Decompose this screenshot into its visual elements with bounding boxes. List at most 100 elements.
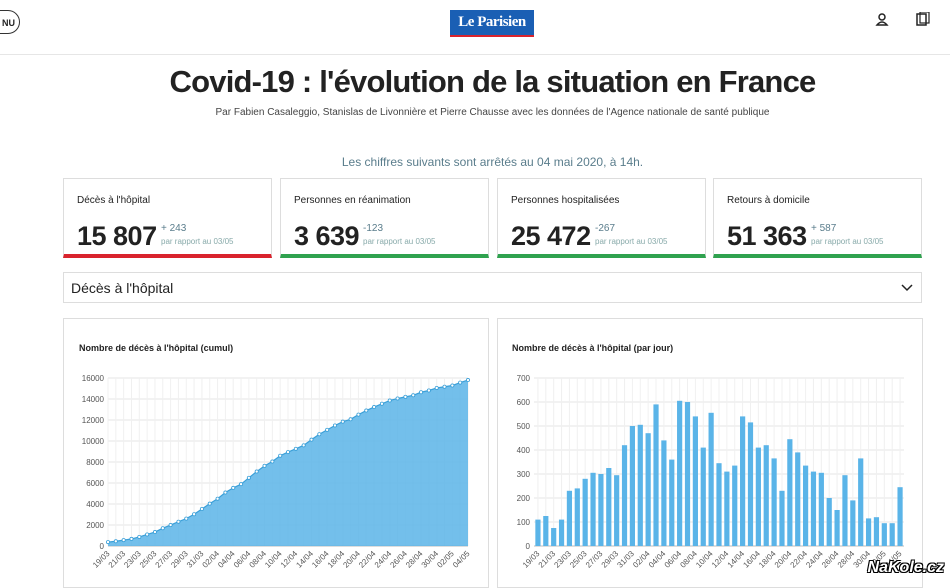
point: [325, 427, 330, 432]
card-delta: + 243: [161, 223, 187, 234]
bar: [858, 458, 864, 546]
bar: [865, 518, 872, 546]
point: [411, 393, 416, 398]
bar: [771, 458, 777, 546]
bar: [810, 471, 817, 546]
point: [395, 396, 400, 401]
bar: [590, 472, 596, 546]
stat-card: Retours à domicile 51 363 + 587 par rapp…: [713, 178, 922, 258]
bar: [543, 516, 549, 546]
bar: [732, 465, 738, 546]
point: [434, 385, 439, 390]
y-tick-label: 10000: [82, 437, 105, 446]
top-bar: NU Le Parisien: [0, 0, 950, 55]
bar: [535, 519, 541, 546]
point: [129, 536, 134, 541]
bar: [598, 474, 604, 546]
bar: [677, 400, 683, 546]
y-tick-label: 14000: [82, 395, 105, 404]
point: [403, 394, 408, 399]
dropdown-label: Décès à l'hôpital: [71, 280, 174, 296]
bar: [645, 433, 651, 546]
y-tick-label: 300: [517, 470, 531, 479]
point: [152, 530, 157, 535]
point: [356, 412, 361, 417]
point: [285, 450, 290, 455]
bar: [669, 459, 675, 546]
bar: [763, 445, 769, 546]
page-title: Covid-19 : l'évolution de la situation e…: [169, 64, 817, 99]
card-note: par rapport au 03/05: [161, 237, 234, 246]
point: [168, 523, 173, 528]
bar: [834, 510, 840, 546]
y-tick-label: 0: [100, 542, 105, 551]
point: [262, 463, 267, 468]
point: [332, 423, 337, 428]
y-tick-label: 6000: [86, 479, 104, 488]
point: [458, 380, 463, 385]
point: [450, 383, 455, 388]
point: [309, 437, 314, 442]
bar: [802, 465, 809, 546]
stat-card: Décès à l'hôpital 15 807 + 243 par rappo…: [63, 178, 272, 258]
y-tick-label: 100: [517, 518, 531, 527]
bar: [779, 490, 785, 546]
point: [372, 405, 377, 410]
bar: [881, 523, 887, 546]
bar: [692, 416, 698, 546]
bar: [661, 440, 667, 546]
point: [137, 534, 142, 539]
point: [348, 417, 353, 422]
x-tick-label: 04/05: [451, 549, 472, 570]
bar: [818, 472, 824, 546]
bar: [842, 475, 848, 546]
dropdown[interactable]: Décès à l'hôpital: [63, 272, 922, 303]
bar: [795, 452, 801, 546]
area: [108, 380, 468, 546]
point: [113, 539, 118, 544]
logo[interactable]: Le Parisien: [450, 10, 534, 37]
point: [192, 512, 197, 517]
point: [145, 532, 150, 537]
bar: [614, 475, 620, 546]
point: [379, 401, 384, 406]
point: [301, 443, 306, 448]
header-icons[interactable]: [874, 12, 944, 28]
card-note: par rapport au 03/05: [595, 237, 668, 246]
watermark: NaKole.cz: [867, 559, 944, 576]
bar: [740, 416, 746, 546]
point: [215, 496, 220, 501]
bar: [716, 463, 722, 546]
point: [317, 432, 322, 437]
point: [293, 446, 298, 451]
bar: [787, 439, 793, 546]
bar: [606, 468, 612, 546]
notice: Les chiffres suivants sont arrêtés au 04…: [341, 155, 644, 169]
menu-button[interactable]: NU: [0, 10, 20, 34]
y-tick-label: 500: [517, 422, 531, 431]
card-label: Personnes en réanimation: [294, 195, 411, 206]
y-tick-label: 2000: [86, 521, 104, 530]
bar: [826, 498, 832, 546]
stat-card: Personnes hospitalisées 25 472 -267 par …: [497, 178, 706, 258]
bar: [897, 487, 903, 546]
bar: [582, 478, 588, 546]
card-value: 3 639: [294, 221, 360, 251]
point: [231, 485, 236, 490]
card-value: 15 807: [77, 221, 157, 251]
card-delta: -267: [595, 223, 616, 234]
point: [442, 384, 447, 389]
y-tick-label: 0: [526, 542, 531, 551]
point: [270, 459, 275, 464]
card-value: 51 363: [727, 221, 807, 251]
bar: [850, 500, 856, 546]
point: [199, 507, 204, 512]
card-label: Retours à domicile: [727, 195, 810, 206]
bar: [653, 404, 659, 546]
bar: [558, 519, 565, 546]
card-delta: + 587: [811, 223, 837, 234]
bar: [574, 488, 580, 546]
y-tick-label: 600: [517, 398, 531, 407]
